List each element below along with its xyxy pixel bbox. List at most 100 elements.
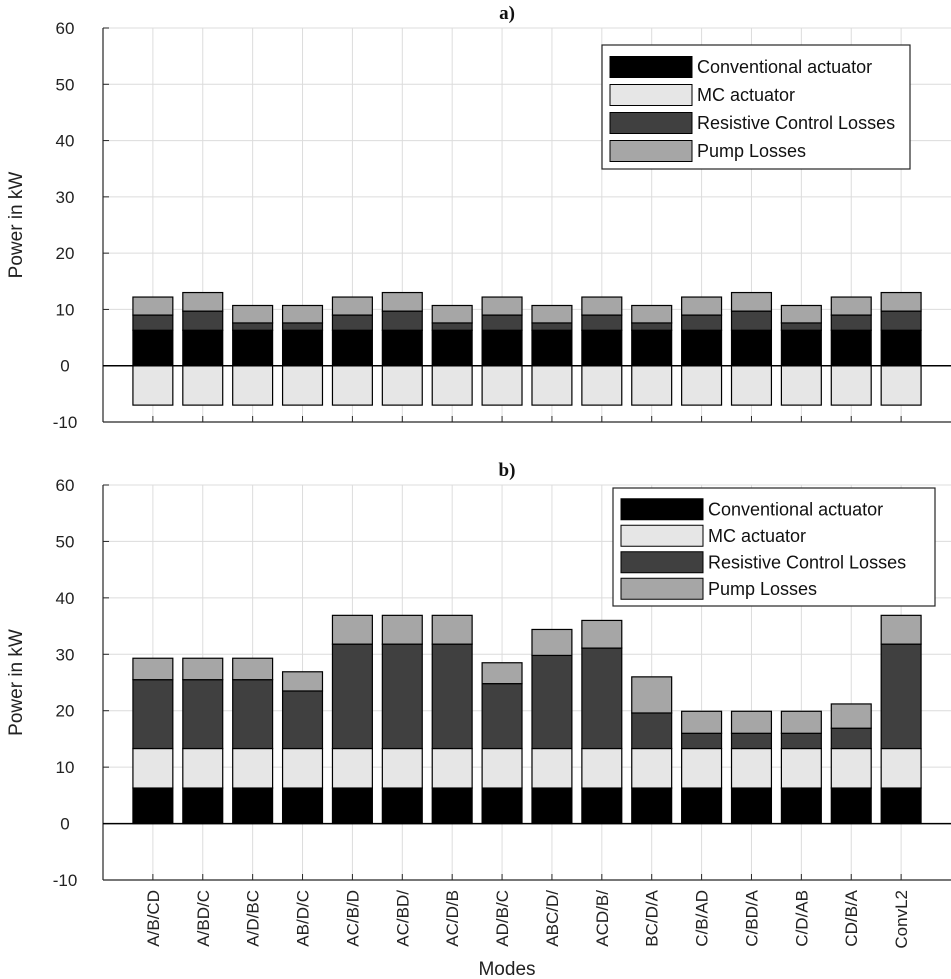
bar-conventional-14 <box>830 329 872 367</box>
bar-resistive-6 <box>431 643 473 750</box>
bar-mc-8 <box>531 747 573 789</box>
bar-conventional-5 <box>381 787 423 825</box>
x-tick-label: BC/D/A <box>643 889 662 946</box>
legend-swatch-resistive <box>620 551 704 574</box>
bar-resistive-9 <box>581 647 623 750</box>
bar-pump-4 <box>331 296 373 316</box>
legend-swatch-mc <box>609 84 693 106</box>
y-tick-label: 60 <box>56 476 75 495</box>
bar-conventional-6 <box>431 329 473 367</box>
y-tick-label: 30 <box>56 645 75 664</box>
bar-conventional-8 <box>531 787 573 825</box>
bar-resistive-1 <box>182 310 224 331</box>
bar-pump-11 <box>681 296 723 316</box>
bar-mc-10 <box>631 365 673 406</box>
bar-mc-0 <box>132 365 174 406</box>
x-tick-label: AC/D/B <box>443 890 462 947</box>
x-tick-label: A/BD/C <box>194 890 213 947</box>
bar-pump-5 <box>381 291 423 312</box>
bar-resistive-8 <box>531 654 573 750</box>
x-tick-label: ABC/D/ <box>543 890 562 947</box>
bar-resistive-4 <box>331 314 373 331</box>
bar-pump-9 <box>581 619 623 649</box>
bar-mc-12 <box>730 365 773 406</box>
x-tick-label: AD/B/C <box>493 890 512 947</box>
bar-mc-2 <box>232 747 274 789</box>
bar-conventional-10 <box>631 329 673 367</box>
bar-resistive-3 <box>281 690 324 750</box>
bar-resistive-15 <box>880 310 922 331</box>
bar-mc-5 <box>381 365 423 406</box>
bar-resistive-11 <box>681 314 723 331</box>
legend-label-mc: MC actuator <box>697 85 795 105</box>
bar-pump-15 <box>880 291 922 312</box>
bar-conventional-0 <box>132 787 174 825</box>
panel-title: b) <box>499 460 516 481</box>
bar-conventional-15 <box>880 787 922 825</box>
bar-mc-11 <box>681 747 723 789</box>
y-tick-label: 30 <box>56 188 75 207</box>
y-tick-label: 60 <box>56 19 75 38</box>
bar-conventional-4 <box>331 787 373 825</box>
bar-resistive-7 <box>481 683 523 750</box>
bar-conventional-9 <box>581 787 623 825</box>
bar-resistive-13 <box>780 732 822 750</box>
bar-resistive-12 <box>730 310 773 331</box>
bar-mc-15 <box>880 747 922 789</box>
bar-resistive-5 <box>381 310 423 331</box>
bar-mc-11 <box>681 365 723 406</box>
bar-resistive-11 <box>681 732 723 750</box>
bar-resistive-2 <box>232 679 274 750</box>
y-axis-label: Power in kW <box>6 629 27 736</box>
bar-pump-12 <box>730 291 773 312</box>
bar-resistive-9 <box>581 314 623 331</box>
bar-conventional-10 <box>631 787 673 825</box>
x-tick-label: CD/B/A <box>842 889 861 946</box>
x-tick-label: C/BD/A <box>742 889 761 946</box>
bar-conventional-15 <box>880 329 922 367</box>
bar-pump-7 <box>481 296 523 316</box>
bar-conventional-12 <box>730 329 773 367</box>
legend: Conventional actuator MC actuator Resistiv… <box>601 44 911 170</box>
legend-label-pump: Pump Losses <box>697 141 806 161</box>
bar-pump-4 <box>331 614 373 645</box>
x-tick-label: AC/BD/ <box>393 890 412 947</box>
bar-pump-3 <box>281 304 324 324</box>
bar-pump-3 <box>281 671 324 692</box>
bar-conventional-1 <box>182 787 224 825</box>
x-tick-label: ACD/B/ <box>593 890 612 947</box>
bar-pump-9 <box>581 296 623 316</box>
bar-conventional-2 <box>232 329 274 367</box>
y-tick-label: 20 <box>56 702 75 721</box>
bar-conventional-5 <box>381 329 423 367</box>
bar-conventional-3 <box>281 329 324 367</box>
bar-conventional-6 <box>431 787 473 825</box>
bar-pump-14 <box>830 703 872 729</box>
bar-pump-0 <box>132 657 174 681</box>
bar-pump-8 <box>531 628 573 657</box>
bar-pump-0 <box>132 296 174 316</box>
bar-mc-14 <box>830 365 872 406</box>
bar-pump-7 <box>481 662 523 685</box>
x-tick-label: AB/D/C <box>294 890 313 947</box>
bar-resistive-7 <box>481 314 523 331</box>
x-tick-label: AC/B/D <box>343 890 362 947</box>
panel-a: -10 0 10 20 30 40 50 60 a) Power in kW Conventiona… <box>6 3 951 432</box>
bar-resistive-6 <box>431 322 473 331</box>
bar-conventional-11 <box>681 787 723 825</box>
bar-mc-6 <box>431 365 473 406</box>
bar-pump-11 <box>681 710 723 734</box>
legend-label-resistive: Resistive Control Losses <box>697 113 895 133</box>
legend-swatch-conventional <box>609 56 693 78</box>
bar-resistive-2 <box>232 322 274 331</box>
bar-pump-8 <box>531 304 573 324</box>
bar-pump-2 <box>232 304 274 324</box>
bar-resistive-10 <box>631 322 673 331</box>
bar-conventional-1 <box>182 329 224 367</box>
bar-pump-2 <box>232 657 274 681</box>
bar-resistive-5 <box>381 643 423 750</box>
bar-pump-15 <box>880 614 922 645</box>
y-axis-label: Power in kW <box>6 172 27 279</box>
bar-mc-5 <box>381 747 423 789</box>
y-tick-label: 50 <box>56 532 75 551</box>
